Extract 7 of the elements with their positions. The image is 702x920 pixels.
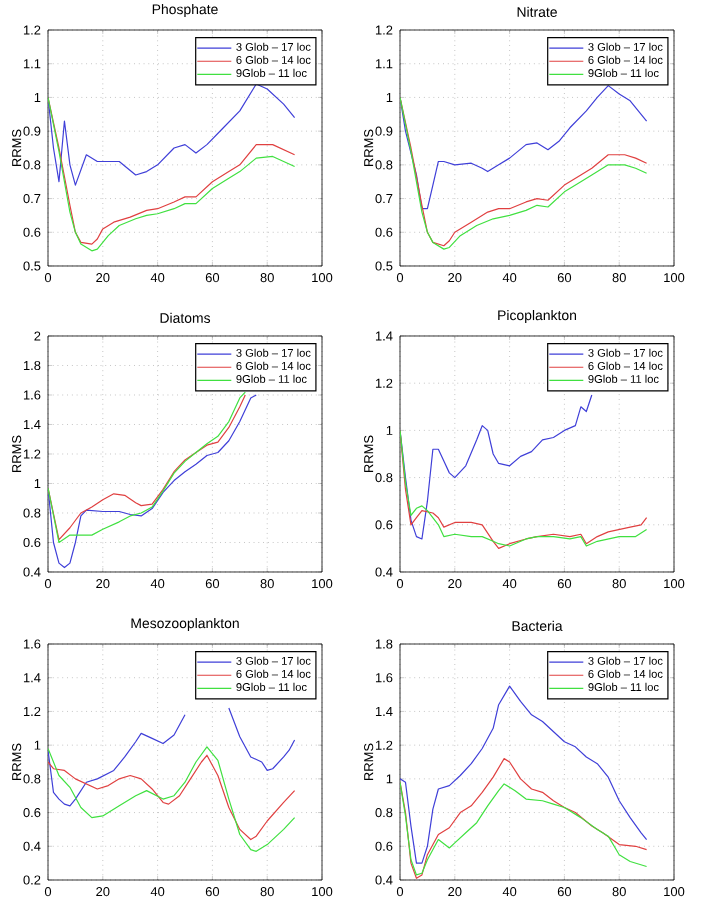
line-series	[48, 394, 257, 569]
line-series	[400, 85, 648, 210]
line-series	[48, 83, 296, 186]
line-series	[400, 781, 648, 876]
line-series	[48, 746, 296, 852]
line-series	[400, 758, 648, 879]
line-series	[400, 394, 593, 540]
